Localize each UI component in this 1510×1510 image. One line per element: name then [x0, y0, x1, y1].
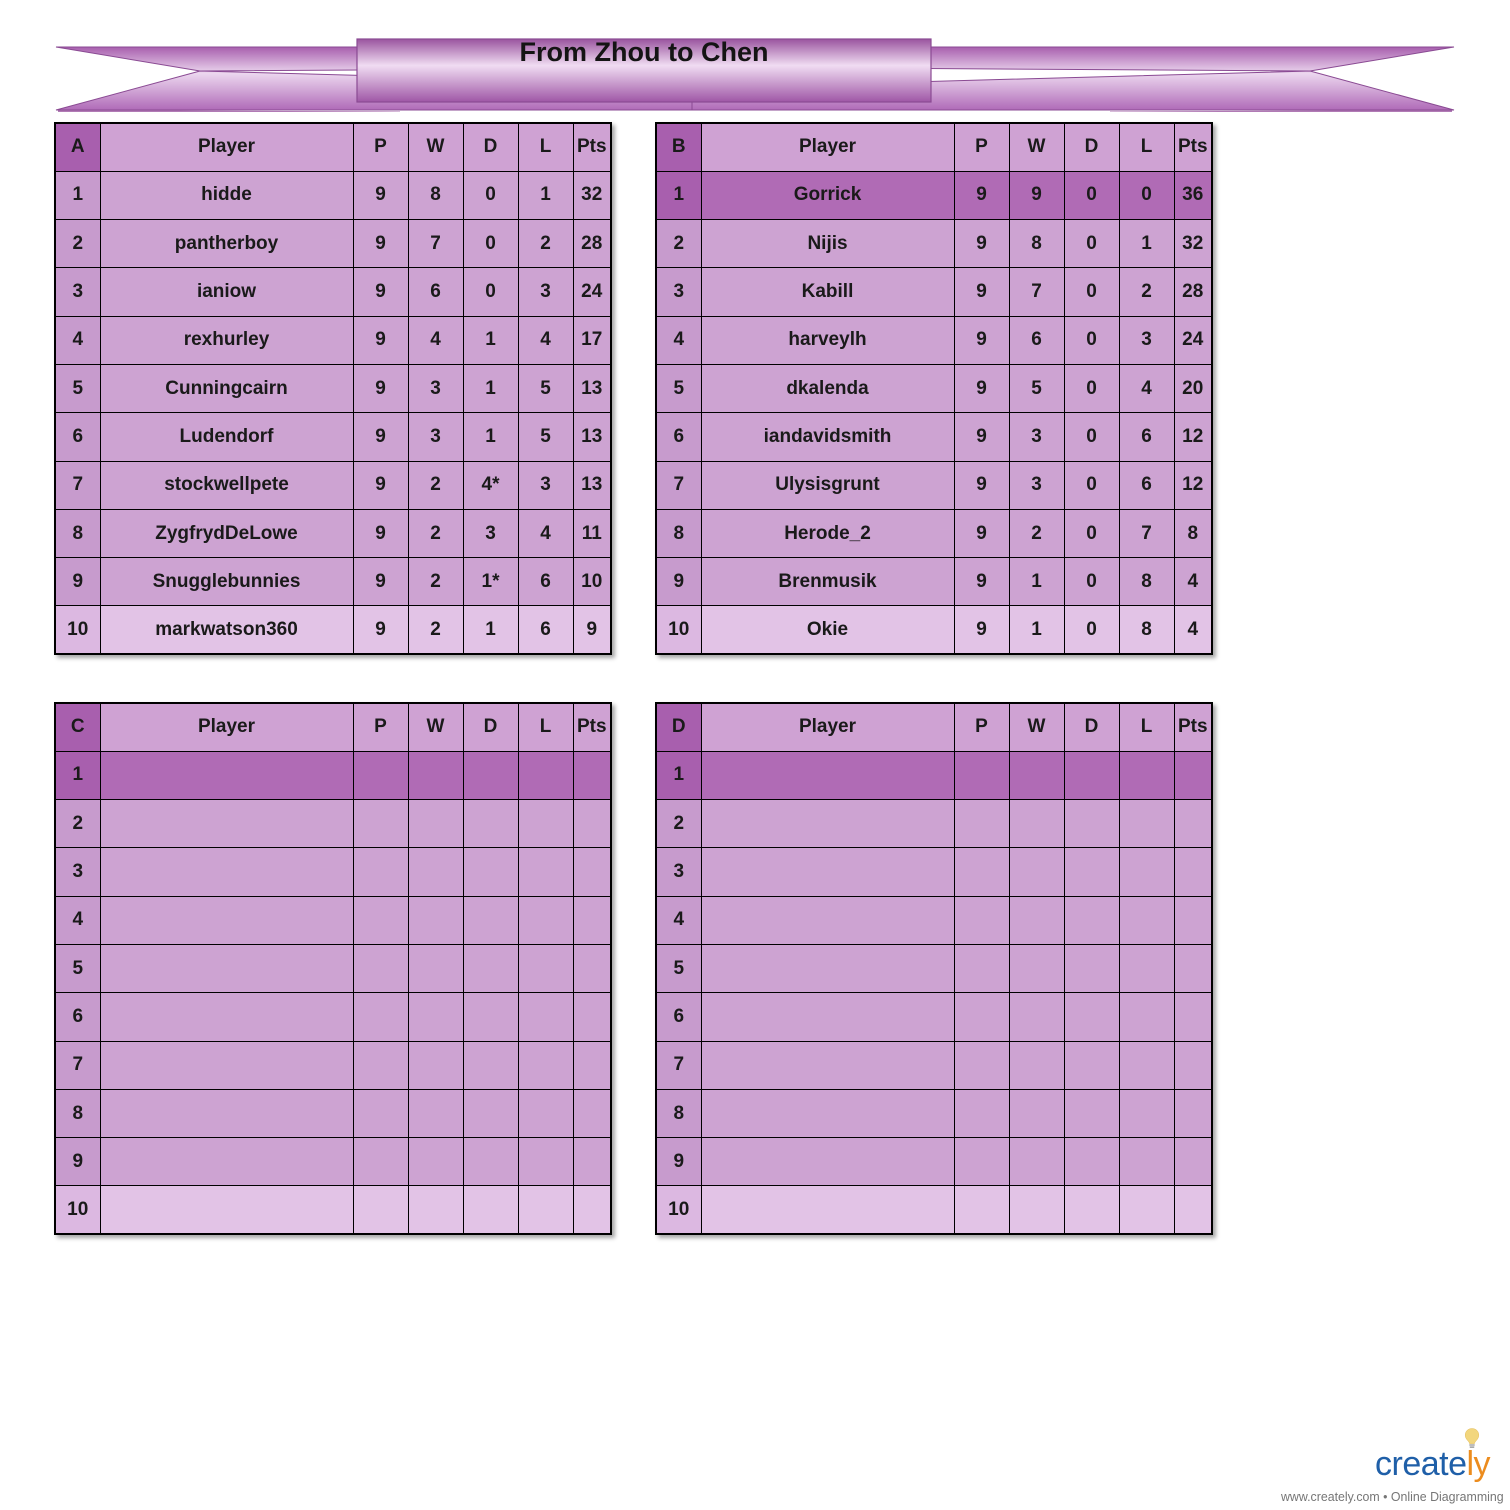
svg-text:creately: creately [1375, 1446, 1491, 1482]
